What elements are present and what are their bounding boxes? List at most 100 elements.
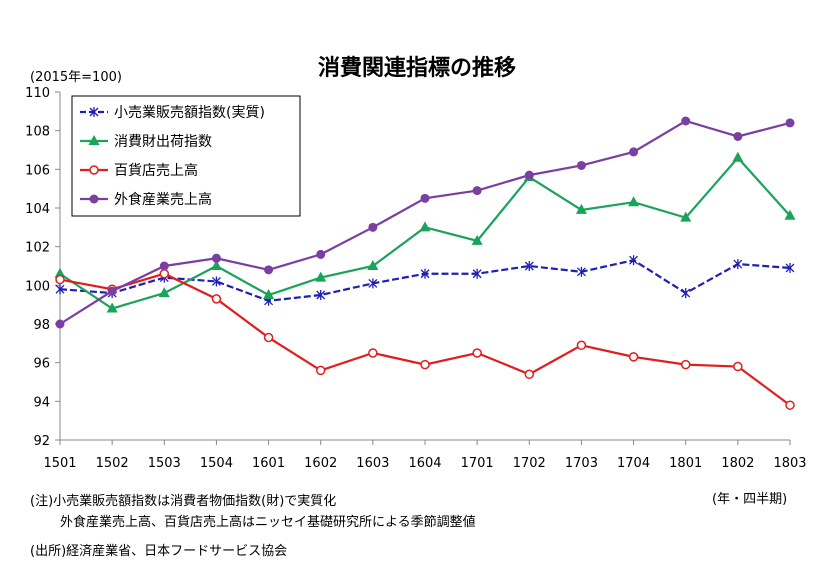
y-tick-label: 110 [25,86,50,101]
x-tick-label: 1801 [669,456,702,471]
data-point-marker [628,196,640,207]
data-point-marker [106,302,118,313]
y-tick-label: 96 [33,357,50,372]
x-tick-label: 1701 [461,456,494,471]
data-point-marker [785,118,795,128]
data-point-marker [420,359,430,370]
data-point-marker [419,221,431,232]
x-tick-label: 1604 [408,456,441,471]
data-point-marker [733,131,743,141]
chart-title: 消費関連指標の推移 [317,56,516,81]
x-tick-label: 1502 [96,456,129,471]
data-point-marker [264,265,274,275]
data-point-marker [420,268,430,279]
y-axis-unit-label: (2015年=100) [30,70,122,85]
data-point-marker [680,211,692,222]
data-point-marker [89,194,99,204]
data-point-marker [629,255,639,266]
data-point-marker [211,276,221,287]
data-point-marker [576,160,586,170]
data-point-marker [733,361,743,372]
y-tick-label: 94 [33,395,50,410]
data-point-marker [159,268,170,279]
x-tick-label: 1503 [148,456,181,471]
data-point-marker [211,253,221,263]
data-point-marker [315,271,327,282]
data-point-marker [263,289,275,299]
source-note: (出所)経済産業省、日本フードサービス協会 [30,544,288,559]
data-point-marker [472,268,482,279]
data-point-marker [159,261,169,271]
series-4 [55,116,795,329]
data-point-marker [368,222,378,232]
data-point-marker [575,203,587,214]
data-point-marker [472,186,482,196]
legend-entry: 消費財出荷指数 [80,134,212,150]
data-point-marker [263,332,274,343]
data-point-marker [158,287,170,298]
chart-series-layer [54,116,796,410]
x-tick-label: 1802 [721,456,754,471]
data-point-marker [681,116,691,126]
footnote-line-1: (注)小売業販売額指数は消費者物価指数(財)で実質化 [30,494,337,509]
data-point-marker [524,170,534,180]
data-point-marker [368,348,378,358]
x-tick-label: 1703 [565,456,598,471]
data-point-marker [733,259,743,270]
y-tick-label: 102 [25,241,50,256]
data-point-marker [628,352,639,362]
data-point-marker [524,369,535,380]
data-point-marker [89,165,99,175]
data-point-marker [367,260,379,270]
data-point-marker [55,274,65,285]
data-point-marker [680,359,691,370]
data-point-marker [210,260,222,270]
y-tick-label: 106 [25,163,50,178]
legend-label: 小売業販売額指数(実質) [114,105,265,121]
legend-label: 百貨店売上高 [114,162,198,179]
data-point-marker [524,261,534,271]
data-point-marker [211,294,222,304]
legend-box [71,95,301,217]
data-point-marker [471,234,483,245]
x-tick-label: 1501 [43,456,76,471]
series-2 [54,151,796,313]
x-axis-unit-label: (年・四半期) [712,492,788,507]
data-point-marker [784,209,796,220]
data-point-marker [785,400,795,410]
legend-entry: 小売業販売額指数(実質) [80,105,265,121]
y-tick-label: 98 [33,318,50,333]
legend-entry: 外食産業売上高 [80,191,212,208]
x-tick-label: 1603 [356,456,389,471]
y-tick-label: 92 [33,434,50,449]
y-tick-label: 100 [25,279,50,294]
data-point-marker [681,288,691,299]
footnote-line-2: 外食産業売上高、百貨店売上高はニッセイ基礎研究所による季節調整値 [60,515,476,530]
x-tick-label: 1702 [513,456,546,471]
series-line [59,272,791,407]
data-point-marker [55,319,65,329]
legend-entry: 百貨店売上高 [80,162,198,179]
data-point-marker [472,348,482,358]
data-point-marker [54,267,66,278]
x-tick-label: 1704 [617,456,650,471]
legend-label: 消費財出荷指数 [114,134,212,150]
data-point-marker [629,147,639,157]
data-point-marker [88,135,100,145]
x-tick-label: 1602 [304,456,337,471]
y-tick-label: 108 [25,125,50,140]
data-point-marker [420,193,430,203]
data-point-marker [732,151,744,162]
data-point-marker [107,286,117,296]
chart-axes: 92 94 96 98 100 102 104 106 108 110 1501 1502 1503 15… [25,86,806,471]
data-point-marker [576,340,587,351]
data-point-marker [89,107,99,117]
data-point-marker [785,262,795,273]
series-1 [55,255,795,306]
data-point-marker [55,284,65,295]
x-tick-label: 1601 [252,456,285,471]
data-point-marker [315,365,326,376]
x-tick-label: 1803 [773,456,806,471]
